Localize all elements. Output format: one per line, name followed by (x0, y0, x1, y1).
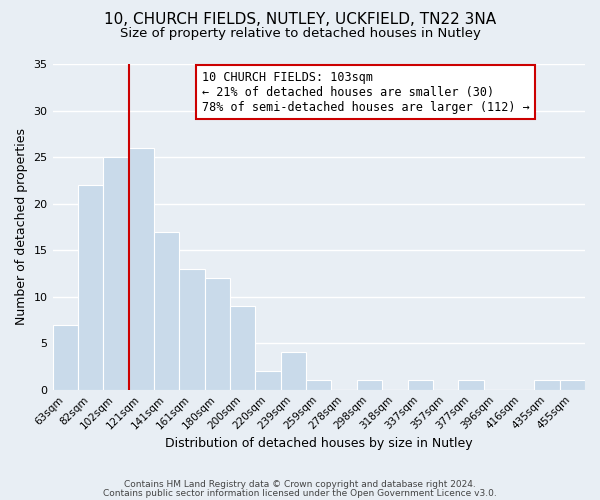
Bar (560, 380, 585, 390)
Text: Size of property relative to detached houses in Nutley: Size of property relative to detached ho… (119, 28, 481, 40)
Bar (53, 324, 78, 390)
Bar (230, 306, 256, 390)
Bar (256, 371, 281, 390)
Text: Contains HM Land Registry data © Crown copyright and database right 2024.: Contains HM Land Registry data © Crown c… (124, 480, 476, 489)
Bar (458, 380, 484, 390)
Text: 10 CHURCH FIELDS: 103sqm
← 21% of detached houses are smaller (30)
78% of semi-d: 10 CHURCH FIELDS: 103sqm ← 21% of detach… (202, 70, 529, 114)
Bar (534, 380, 560, 390)
Bar (306, 380, 331, 390)
X-axis label: Distribution of detached houses by size in Nutley: Distribution of detached houses by size … (165, 437, 473, 450)
Bar (154, 232, 179, 390)
Text: 10, CHURCH FIELDS, NUTLEY, UCKFIELD, TN22 3NA: 10, CHURCH FIELDS, NUTLEY, UCKFIELD, TN2… (104, 12, 496, 28)
Bar (281, 352, 306, 390)
Bar (78, 185, 103, 390)
Bar (357, 380, 382, 390)
Bar (179, 268, 205, 390)
Bar (407, 380, 433, 390)
Bar (103, 157, 128, 390)
Text: Contains public sector information licensed under the Open Government Licence v3: Contains public sector information licen… (103, 489, 497, 498)
Bar (205, 278, 230, 390)
Bar (128, 148, 154, 390)
Y-axis label: Number of detached properties: Number of detached properties (15, 128, 28, 326)
